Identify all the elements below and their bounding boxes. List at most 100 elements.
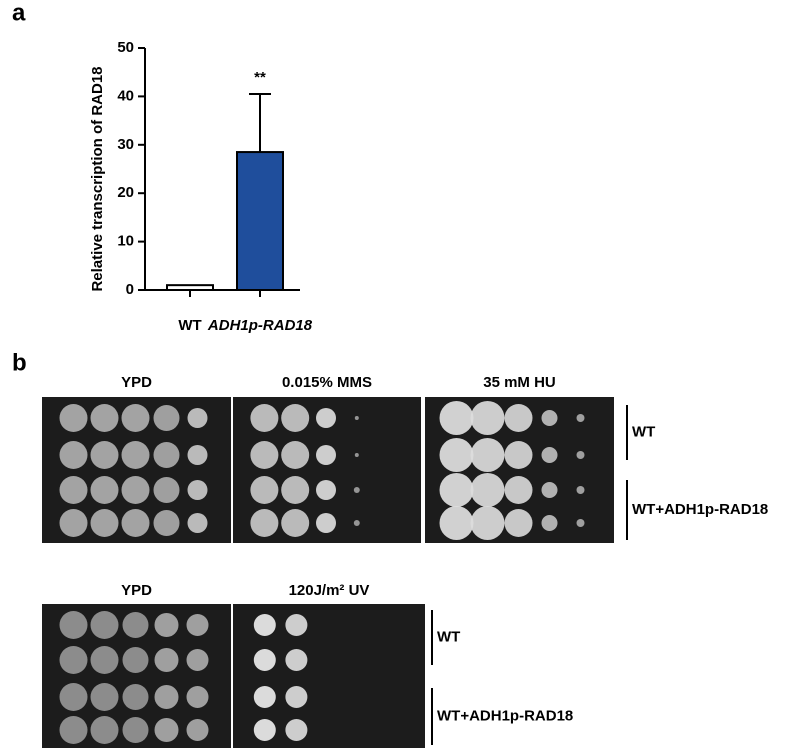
spot	[121, 476, 150, 504]
spot	[187, 408, 208, 428]
panel-label: a	[12, 0, 26, 26]
spot	[541, 515, 558, 531]
spot	[470, 506, 505, 540]
spot	[153, 510, 180, 536]
y-tick-label: 10	[117, 233, 134, 250]
spot	[154, 718, 179, 742]
spot	[316, 513, 336, 533]
spot	[439, 401, 474, 435]
spot	[353, 520, 360, 526]
bar	[236, 151, 284, 291]
spot	[59, 611, 88, 639]
y-tick-label: 20	[117, 184, 134, 201]
spot	[316, 408, 336, 428]
spot	[253, 649, 276, 671]
spot	[121, 441, 150, 469]
spot	[186, 719, 209, 741]
spot	[250, 441, 279, 469]
y-tick-label: 40	[117, 87, 134, 104]
spot	[281, 404, 310, 432]
spot	[187, 480, 208, 500]
strain-label: WT	[632, 423, 655, 440]
panel-label: b	[12, 349, 27, 376]
spot	[186, 649, 209, 671]
spot	[541, 482, 558, 498]
spot	[90, 509, 119, 537]
spot	[285, 614, 308, 636]
spot	[154, 613, 179, 637]
spot	[439, 506, 474, 540]
spot	[59, 716, 88, 744]
condition-label: 120J/m² UV	[289, 582, 370, 599]
spot	[153, 442, 180, 468]
spot	[154, 685, 179, 709]
spot	[504, 509, 533, 537]
condition-label: YPD	[121, 374, 152, 391]
spot	[59, 404, 88, 432]
spot	[354, 453, 359, 457]
spot	[90, 646, 119, 674]
spot	[354, 416, 359, 420]
spot	[253, 719, 276, 741]
spot	[90, 404, 119, 432]
spot	[122, 647, 149, 673]
annotation: **	[254, 69, 266, 86]
spot	[285, 686, 308, 708]
spot	[576, 486, 585, 494]
spot	[470, 473, 505, 507]
spot	[121, 404, 150, 432]
strain-label: WT+ADH1p-RAD18	[437, 707, 573, 724]
y-tick-label: 50	[117, 39, 134, 56]
spot	[250, 476, 279, 504]
spot	[186, 686, 209, 708]
spot	[186, 614, 209, 636]
spot	[59, 683, 88, 711]
spot	[285, 649, 308, 671]
spot	[470, 438, 505, 472]
spot	[541, 447, 558, 463]
spot	[121, 509, 150, 537]
spot	[576, 414, 585, 422]
spot	[90, 611, 119, 639]
spot	[90, 716, 119, 744]
bar	[166, 284, 214, 292]
spot	[153, 477, 180, 503]
condition-label: 0.015% MMS	[282, 374, 372, 391]
x-tick-label: ADH1p-RAD18	[207, 317, 313, 334]
spot	[470, 401, 505, 435]
strain-label: WT+ADH1p-RAD18	[632, 501, 768, 518]
spot	[59, 441, 88, 469]
spot	[250, 404, 279, 432]
spot	[250, 509, 279, 537]
spot	[439, 473, 474, 507]
spot	[281, 509, 310, 537]
spot	[59, 509, 88, 537]
spot	[90, 441, 119, 469]
spot	[59, 476, 88, 504]
spot	[504, 441, 533, 469]
spot	[285, 719, 308, 741]
spot	[187, 513, 208, 533]
spot	[154, 648, 179, 672]
spot	[59, 646, 88, 674]
spot	[541, 410, 558, 426]
y-tick-label: 0	[126, 281, 134, 298]
condition-label: 35 mM HU	[483, 374, 556, 391]
spot	[353, 487, 360, 493]
spot	[90, 476, 119, 504]
spot	[576, 451, 585, 459]
spot	[122, 612, 149, 638]
spot	[90, 683, 119, 711]
spot	[281, 441, 310, 469]
spot	[153, 405, 180, 431]
spot	[122, 717, 149, 743]
strain-label: WT	[437, 628, 460, 645]
spot	[281, 476, 310, 504]
spot	[253, 614, 276, 636]
spot	[504, 476, 533, 504]
spot	[187, 445, 208, 465]
spot	[316, 445, 336, 465]
y-axis-label: Relative transcription of RAD18	[89, 66, 106, 291]
spot	[439, 438, 474, 472]
